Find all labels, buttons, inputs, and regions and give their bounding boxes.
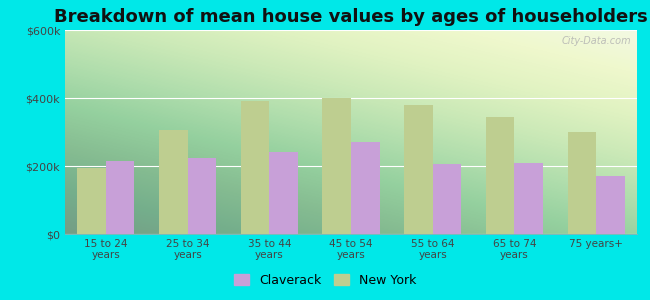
Bar — [351, 142, 380, 234]
Bar — [514, 163, 543, 234]
Bar — [188, 158, 216, 234]
Bar — [240, 101, 269, 234]
Bar — [486, 117, 514, 234]
Bar — [596, 176, 625, 234]
Bar — [404, 105, 433, 234]
Bar — [433, 164, 462, 234]
Bar — [77, 168, 106, 234]
Bar — [567, 132, 596, 234]
Bar — [159, 130, 188, 234]
Legend: Claverack, New York: Claverack, New York — [230, 270, 420, 291]
Title: Breakdown of mean house values by ages of householders: Breakdown of mean house values by ages o… — [54, 8, 648, 26]
Bar — [269, 152, 298, 234]
Text: City-Data.com: City-Data.com — [562, 36, 631, 46]
Bar — [322, 98, 351, 234]
Bar — [106, 161, 135, 234]
